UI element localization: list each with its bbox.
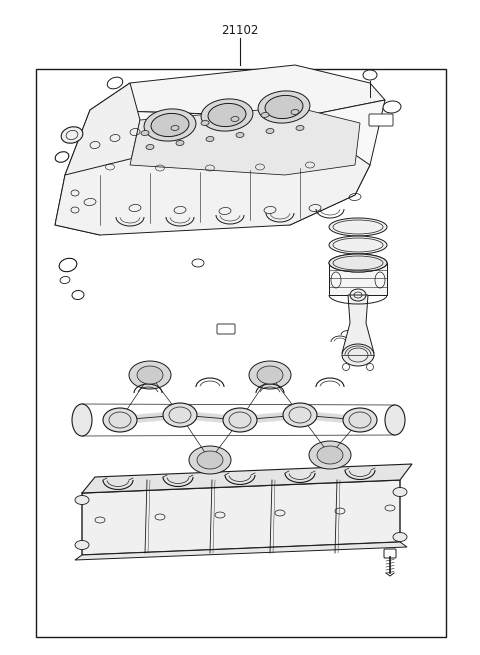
Ellipse shape (72, 404, 92, 436)
Ellipse shape (141, 130, 149, 136)
Ellipse shape (296, 126, 304, 130)
Ellipse shape (385, 405, 405, 435)
Polygon shape (55, 83, 140, 235)
Ellipse shape (129, 361, 171, 389)
Ellipse shape (61, 127, 83, 143)
Ellipse shape (208, 103, 246, 126)
Ellipse shape (283, 403, 317, 427)
Ellipse shape (329, 254, 387, 272)
Ellipse shape (309, 441, 351, 469)
Ellipse shape (258, 91, 310, 123)
Ellipse shape (197, 451, 223, 469)
Polygon shape (55, 117, 370, 235)
FancyBboxPatch shape (217, 324, 235, 334)
Ellipse shape (75, 495, 89, 504)
Polygon shape (342, 295, 374, 355)
Ellipse shape (137, 366, 163, 384)
Ellipse shape (72, 290, 84, 299)
Ellipse shape (171, 126, 179, 130)
Ellipse shape (176, 140, 184, 145)
Ellipse shape (265, 96, 303, 119)
Ellipse shape (343, 408, 377, 432)
Ellipse shape (343, 364, 349, 371)
Ellipse shape (144, 109, 196, 141)
Ellipse shape (75, 540, 89, 550)
Ellipse shape (206, 136, 214, 141)
Ellipse shape (317, 446, 343, 464)
Ellipse shape (107, 77, 123, 89)
Ellipse shape (393, 487, 407, 496)
Bar (36, 69, 446, 637)
Ellipse shape (163, 403, 197, 427)
Ellipse shape (329, 218, 387, 236)
Text: 21102: 21102 (221, 24, 259, 37)
Ellipse shape (393, 533, 407, 542)
Ellipse shape (329, 236, 387, 254)
Ellipse shape (257, 366, 283, 384)
Ellipse shape (146, 145, 154, 149)
Ellipse shape (383, 101, 401, 113)
Polygon shape (82, 464, 412, 493)
Ellipse shape (249, 361, 291, 389)
FancyBboxPatch shape (369, 114, 393, 126)
Ellipse shape (59, 258, 77, 272)
FancyBboxPatch shape (384, 549, 396, 558)
Ellipse shape (367, 364, 373, 371)
Polygon shape (82, 480, 400, 555)
Ellipse shape (363, 70, 377, 80)
Ellipse shape (231, 117, 239, 122)
Polygon shape (65, 100, 385, 225)
Ellipse shape (261, 113, 269, 117)
Ellipse shape (223, 408, 257, 432)
Polygon shape (90, 65, 385, 117)
Ellipse shape (291, 109, 299, 115)
Ellipse shape (342, 344, 374, 366)
Polygon shape (329, 263, 387, 295)
Ellipse shape (329, 254, 387, 272)
Ellipse shape (201, 121, 209, 126)
Ellipse shape (151, 113, 189, 137)
Ellipse shape (55, 152, 69, 162)
Polygon shape (75, 542, 407, 560)
Ellipse shape (201, 99, 253, 131)
Polygon shape (130, 107, 360, 175)
Ellipse shape (236, 132, 244, 138)
Ellipse shape (189, 446, 231, 474)
Ellipse shape (266, 128, 274, 134)
Ellipse shape (103, 408, 137, 432)
